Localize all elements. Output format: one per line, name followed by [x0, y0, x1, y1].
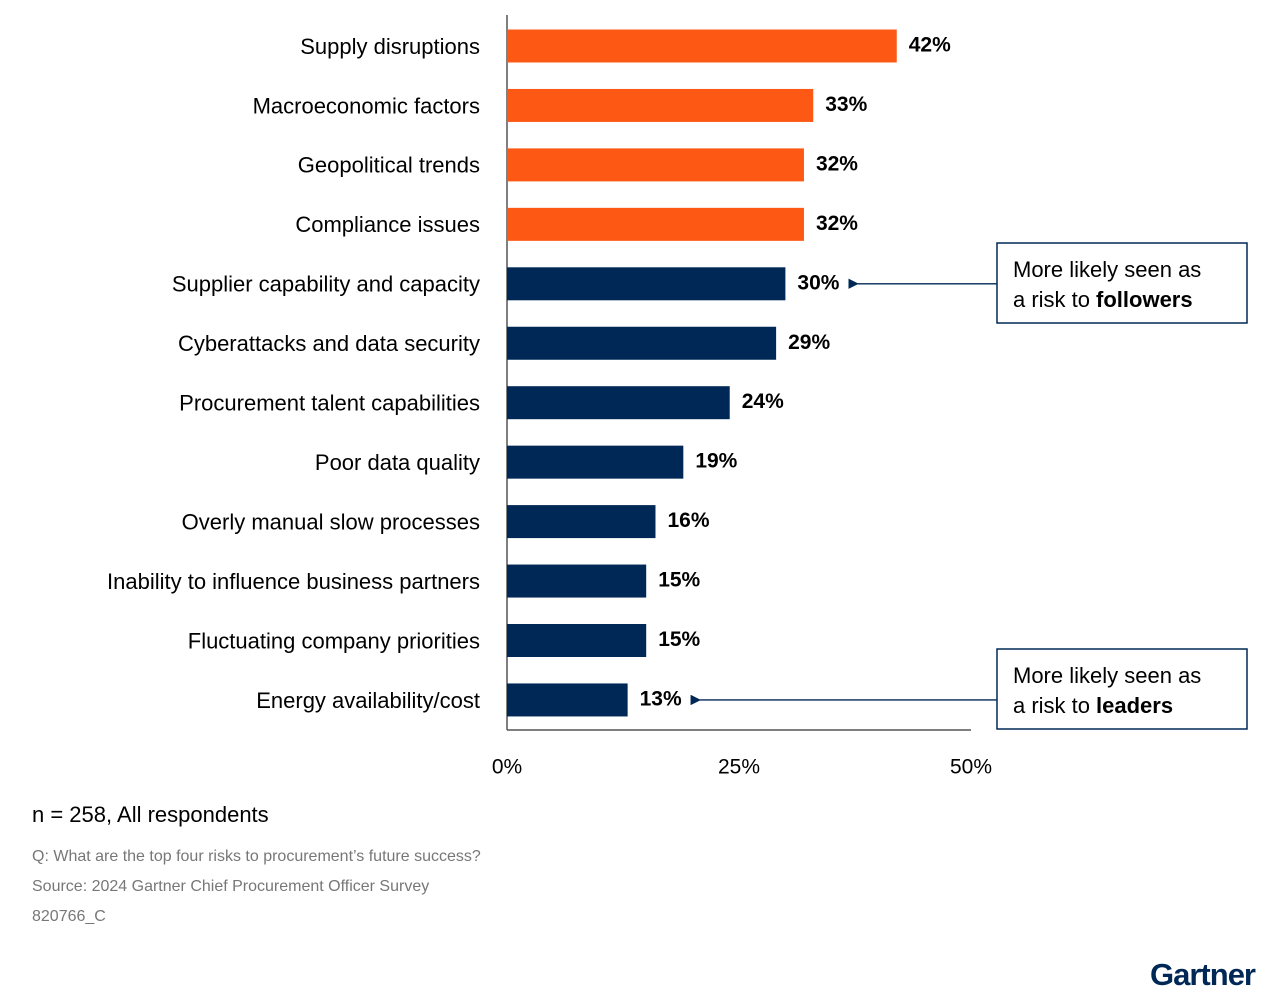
value-label: 13%: [640, 687, 682, 710]
annotation-text: a risk to: [1013, 693, 1090, 718]
x-tick-label: 25%: [718, 756, 760, 779]
logo: Gartner: [1150, 957, 1256, 992]
bar: [507, 29, 897, 63]
category-label: Energy availability/cost: [256, 688, 480, 713]
category-label: Overly manual slow processes: [182, 509, 480, 534]
value-label: 32%: [816, 152, 858, 175]
sample-note: n = 258, All respondents: [32, 802, 269, 827]
category-label: Cyberattacks and data security: [178, 331, 480, 356]
value-label: 15%: [658, 628, 700, 651]
category-label: Inability to influence business partners: [107, 569, 480, 594]
category-label: Geopolitical trends: [298, 153, 480, 178]
bar: [507, 505, 656, 539]
bar: [507, 564, 647, 598]
value-label: 32%: [816, 212, 858, 235]
code-note: 820766_C: [32, 908, 106, 925]
x-tick-label: 0%: [492, 756, 522, 779]
category-label: Macroeconomic factors: [253, 93, 480, 118]
value-label: 15%: [658, 569, 700, 592]
annotation-box: [996, 648, 1248, 730]
bar: [507, 88, 814, 122]
bar: [507, 148, 804, 182]
bar: [507, 683, 628, 717]
category-label: Procurement talent capabilities: [179, 391, 480, 416]
value-label: 42%: [909, 34, 951, 57]
annotation-text: More likely seen as: [1013, 663, 1201, 688]
annotation-emphasis: leaders: [1096, 693, 1173, 718]
question-note: Q: What are the top four risks to procur…: [32, 848, 481, 865]
bar: [507, 445, 684, 479]
category-label: Supplier capability and capacity: [172, 272, 480, 297]
annotation-box: [996, 242, 1248, 324]
value-label: 33%: [825, 93, 867, 116]
annotation-text: a risk to leaders: [1013, 693, 1173, 718]
bar: [507, 386, 730, 420]
category-label: Compliance issues: [295, 212, 480, 237]
value-label: 30%: [797, 271, 839, 294]
bar: [507, 326, 777, 360]
annotation-text: More likely seen as: [1013, 257, 1201, 282]
source-note: Source: 2024 Gartner Chief Procurement O…: [32, 878, 429, 895]
value-label: 19%: [695, 450, 737, 473]
value-label: 24%: [742, 390, 784, 413]
value-label: 16%: [667, 509, 709, 532]
category-label: Supply disruptions: [300, 34, 480, 59]
bar: [507, 267, 786, 301]
annotation-emphasis: followers: [1096, 287, 1193, 312]
value-label: 29%: [788, 331, 830, 354]
annotation-text: a risk to: [1013, 287, 1090, 312]
bar: [507, 624, 647, 657]
x-tick-label: 50%: [950, 756, 992, 779]
category-label: Poor data quality: [315, 450, 480, 475]
category-label: Fluctuating company priorities: [188, 628, 480, 653]
bar: [507, 207, 804, 241]
annotation-text: a risk to followers: [1013, 287, 1193, 312]
